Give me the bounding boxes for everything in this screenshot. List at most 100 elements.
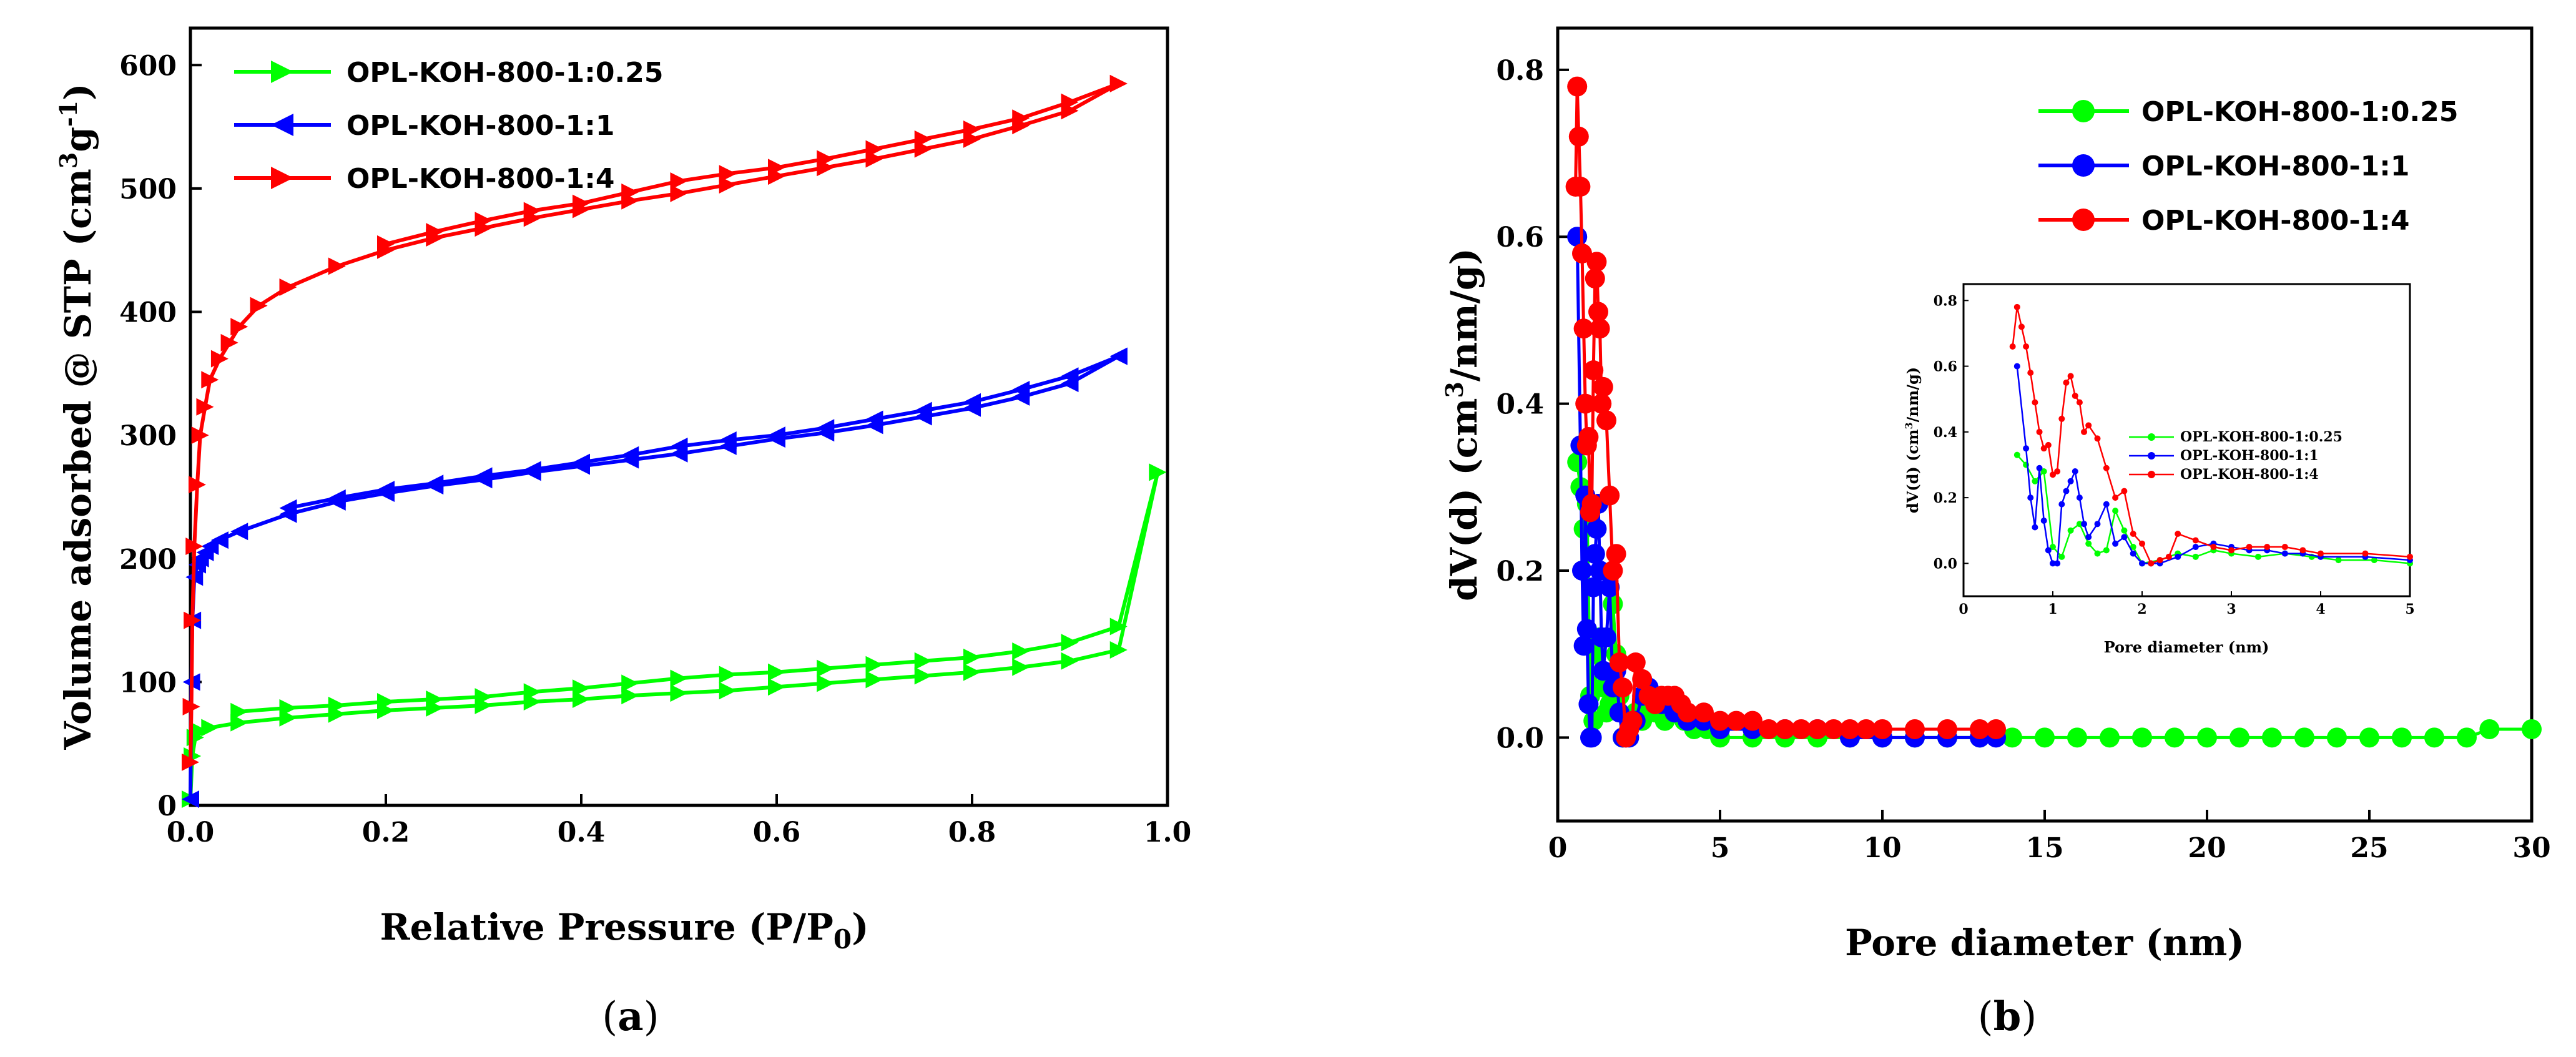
inset-legend-marker [2148, 433, 2155, 441]
panel-a-series-0-marker [191, 722, 209, 740]
panel-b-xlabel: Pore diameter (nm) [1845, 922, 2244, 964]
panel-a-series-1-marker [719, 431, 737, 450]
panel-a-series-0-marker [670, 669, 688, 687]
panel-a-series-0-marker [963, 663, 981, 681]
panel-a-series-0-marker [279, 699, 297, 717]
inset-series-1-marker [2050, 560, 2056, 567]
inset-series-0-marker [2085, 540, 2092, 547]
panel-b-legend-marker [2072, 209, 2095, 231]
panel-a-series-2-marker [573, 194, 590, 212]
panel-a-series-1-marker [230, 523, 248, 541]
panel-a-series-1-marker [670, 437, 688, 455]
panel-b-xtick-label: 15 [2025, 832, 2063, 864]
inset-series-2-marker [2081, 428, 2088, 435]
panel-b-ylabel: dV(d) (cm3/nm/g) [1440, 248, 1485, 601]
panel-b-series-2-marker [1872, 719, 1892, 739]
inset-series-0-marker [2050, 544, 2056, 551]
panel-a-series-0-marker [621, 687, 639, 705]
panel-b-series-0-marker [1603, 594, 1623, 614]
inset-ylabel: dV(d) (cm3/nm/g) [1903, 367, 1922, 513]
inset-series-2-marker [2165, 553, 2172, 560]
inset-series-2-marker [2156, 557, 2163, 564]
inset-series-2-marker [2045, 441, 2052, 448]
panel-a-series-2-marker [523, 202, 541, 220]
panel-b-series-0-marker [2100, 727, 2120, 748]
panel-a-series-1-marker [963, 393, 981, 411]
inset-series-2-marker [2040, 445, 2047, 452]
inset-series-0-marker [2013, 451, 2020, 458]
panel-a-series-0-marker [328, 696, 346, 714]
panel-a-series-0-marker [201, 719, 219, 737]
panel-a-series-0-marker [1109, 617, 1128, 636]
panel-a-series-0-marker [474, 688, 493, 706]
panel-a-series-2-marker [719, 175, 737, 194]
panel-a-series-0-marker [230, 702, 248, 720]
panel-b-series-0-marker [2424, 727, 2444, 748]
panel-b-series-0-marker [2262, 727, 2282, 748]
inset-series-2-marker [2103, 465, 2110, 471]
panel-b-series-0-marker [2522, 719, 2542, 739]
panel-a-series-2-marker [1109, 74, 1128, 92]
panel-b-legend-label: OPL-KOH-800-1:1 [2141, 150, 2410, 182]
inset-series-1-marker [2036, 465, 2043, 471]
panel-b-series-2-marker [1824, 719, 1844, 739]
panel-b-series-1-marker [1572, 560, 1592, 581]
panel-b-series-2-marker [1613, 677, 1633, 698]
panel-a-legend-marker [271, 114, 293, 136]
panel-a-series-2-marker [377, 235, 395, 253]
panel-a-xtick-label: 0.6 [753, 817, 801, 848]
panel-b-series-2-marker [1937, 719, 1957, 739]
panel-b-label: (b) [1978, 993, 2037, 1040]
inset-series-2-marker [2246, 544, 2253, 551]
panel-b-series-2-marker [1759, 719, 1779, 739]
panel-b-series-0-marker [2327, 727, 2347, 748]
panel-a-xtick-label: 1.0 [1144, 817, 1192, 848]
inset-series-1-marker [2130, 550, 2136, 557]
inset-plot-frame [1962, 283, 2411, 597]
inset-series-2-marker [2036, 428, 2043, 435]
panel-a-series-1-marker [621, 446, 639, 464]
inset-series-2-marker [2299, 547, 2306, 554]
panel-a-series-2-marker [201, 371, 219, 389]
panel-b-series-2-marker [1606, 544, 1626, 564]
panel-b-inset-chart: 0 1 2 3 4 5 0.0 0.2 0.4 0.6 0.8 OPL-KOH-800-1:0.25… [1903, 283, 2415, 656]
inset-xtick-label: 4 [2316, 601, 2325, 617]
inset-series-1-marker [2013, 363, 2020, 370]
panel-a-series-1-adsorption-line [189, 355, 1120, 800]
panel-b-series-1-marker [1578, 694, 1599, 714]
inset-series [2009, 303, 2413, 567]
inset-xtick-label: 3 [2226, 601, 2236, 617]
panel-a-series-1-marker [768, 426, 785, 445]
panel-b-series-1-marker [1576, 619, 1597, 639]
panel-b-series-2-marker [1573, 318, 1594, 339]
inset-ytick-label: 0.6 [1934, 359, 1957, 375]
inset-series-0-marker [2130, 544, 2136, 551]
inset-series-2-marker [2407, 553, 2413, 560]
panel-b-pore-size-chart: 0 5 10 15 20 25 300.00.20.40.60.8 OPL-KOH-800-… [1440, 26, 2551, 1040]
inset-series-2-marker [2050, 471, 2056, 478]
panel-a-series-0-marker [817, 659, 835, 677]
panel-a-xtick-label: 0.2 [362, 817, 410, 848]
inset-series-2-marker [2130, 531, 2136, 537]
panel-b-series-2-marker [1678, 702, 1698, 723]
inset-series-1-marker [2081, 521, 2088, 528]
panel-a-series-0-marker [817, 674, 835, 692]
panel-a-series-1-marker [328, 489, 346, 507]
inset-series-2-marker [2148, 560, 2155, 567]
inset-series-0-marker [2254, 553, 2261, 560]
inset-legend-label: OPL-KOH-800-1:4 [2180, 466, 2319, 483]
panel-b-series-2-marker [1625, 652, 1646, 672]
inset-series-2-marker [2228, 547, 2234, 554]
panel-a-series-2-desorption-line [385, 82, 1119, 246]
inset-ytick-label: 0.8 [1934, 293, 1957, 309]
panel-a-ytick-label: 0 [157, 790, 177, 822]
panel-a-ytick-label: 300 [119, 420, 177, 452]
panel-a-series-0-marker [621, 674, 639, 692]
panel-b-series-2-marker [1572, 243, 1592, 263]
panel-a-xtick-label: 0.8 [948, 817, 996, 848]
panel-b-series-2-marker [1791, 719, 1811, 739]
panel-b-xtick-label: 20 [2188, 832, 2226, 864]
panel-b-series-2-marker [1970, 719, 1990, 739]
panel-a-series-2-marker [1061, 93, 1079, 111]
inset-series-1-marker [2175, 553, 2181, 560]
